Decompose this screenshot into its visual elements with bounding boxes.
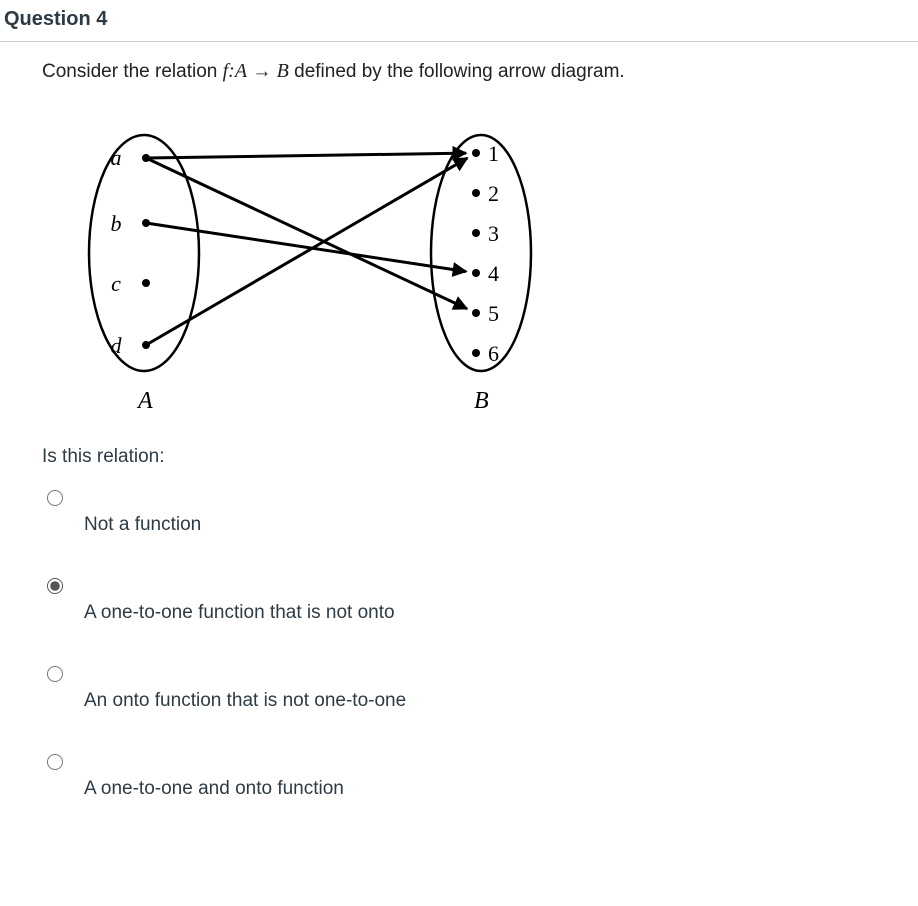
options-group: Not a function A one-to-one function that…	[42, 488, 918, 800]
svg-text:5: 5	[488, 301, 499, 326]
option-row: An onto function that is not one-to-one	[42, 664, 918, 712]
svg-text:4: 4	[488, 261, 499, 286]
svg-text:B: B	[474, 388, 489, 414]
stem-A: A	[235, 60, 247, 82]
option-label: An onto function that is not one-to-one	[84, 664, 406, 712]
option-label: A one-to-one function that is not onto	[84, 576, 395, 624]
option-row: Not a function	[42, 488, 918, 536]
svg-text:c: c	[111, 271, 121, 296]
stem-arrow: →	[247, 61, 277, 82]
sub-question: Is this relation:	[42, 446, 918, 468]
svg-text:A: A	[136, 388, 153, 414]
svg-text:2: 2	[488, 181, 499, 206]
option-row: A one-to-one and onto function	[42, 752, 918, 800]
arrow-diagram: a b c d 1 2 3 4 5 6 A B	[66, 123, 918, 428]
option-radio-opt4[interactable]	[47, 754, 63, 770]
question-body: Consider the relation f:A → B defined by…	[0, 42, 918, 800]
question-stem: Consider the relation f:A → B defined by…	[42, 60, 918, 83]
stem-text-pre: Consider the relation	[42, 61, 223, 82]
svg-text:6: 6	[488, 341, 499, 366]
stem-B: B	[277, 60, 289, 82]
svg-text:3: 3	[488, 221, 499, 246]
option-radio-opt2[interactable]	[47, 578, 63, 594]
svg-text:1: 1	[488, 141, 499, 166]
option-radio-opt1[interactable]	[47, 490, 63, 506]
question-number: Question 4	[4, 8, 107, 30]
svg-text:a: a	[111, 145, 122, 170]
option-row: A one-to-one function that is not onto	[42, 576, 918, 624]
option-radio-opt3[interactable]	[47, 666, 63, 682]
option-label: A one-to-one and onto function	[84, 752, 344, 800]
diagram-svg: a b c d 1 2 3 4 5 6 A B	[66, 123, 566, 423]
stem-colon: :	[228, 60, 235, 82]
option-label: Not a function	[84, 488, 201, 536]
svg-text:d: d	[111, 333, 123, 358]
svg-text:b: b	[111, 211, 122, 236]
stem-text-post: defined by the following arrow diagram.	[289, 61, 625, 82]
question-header: Question 4	[0, 0, 918, 42]
